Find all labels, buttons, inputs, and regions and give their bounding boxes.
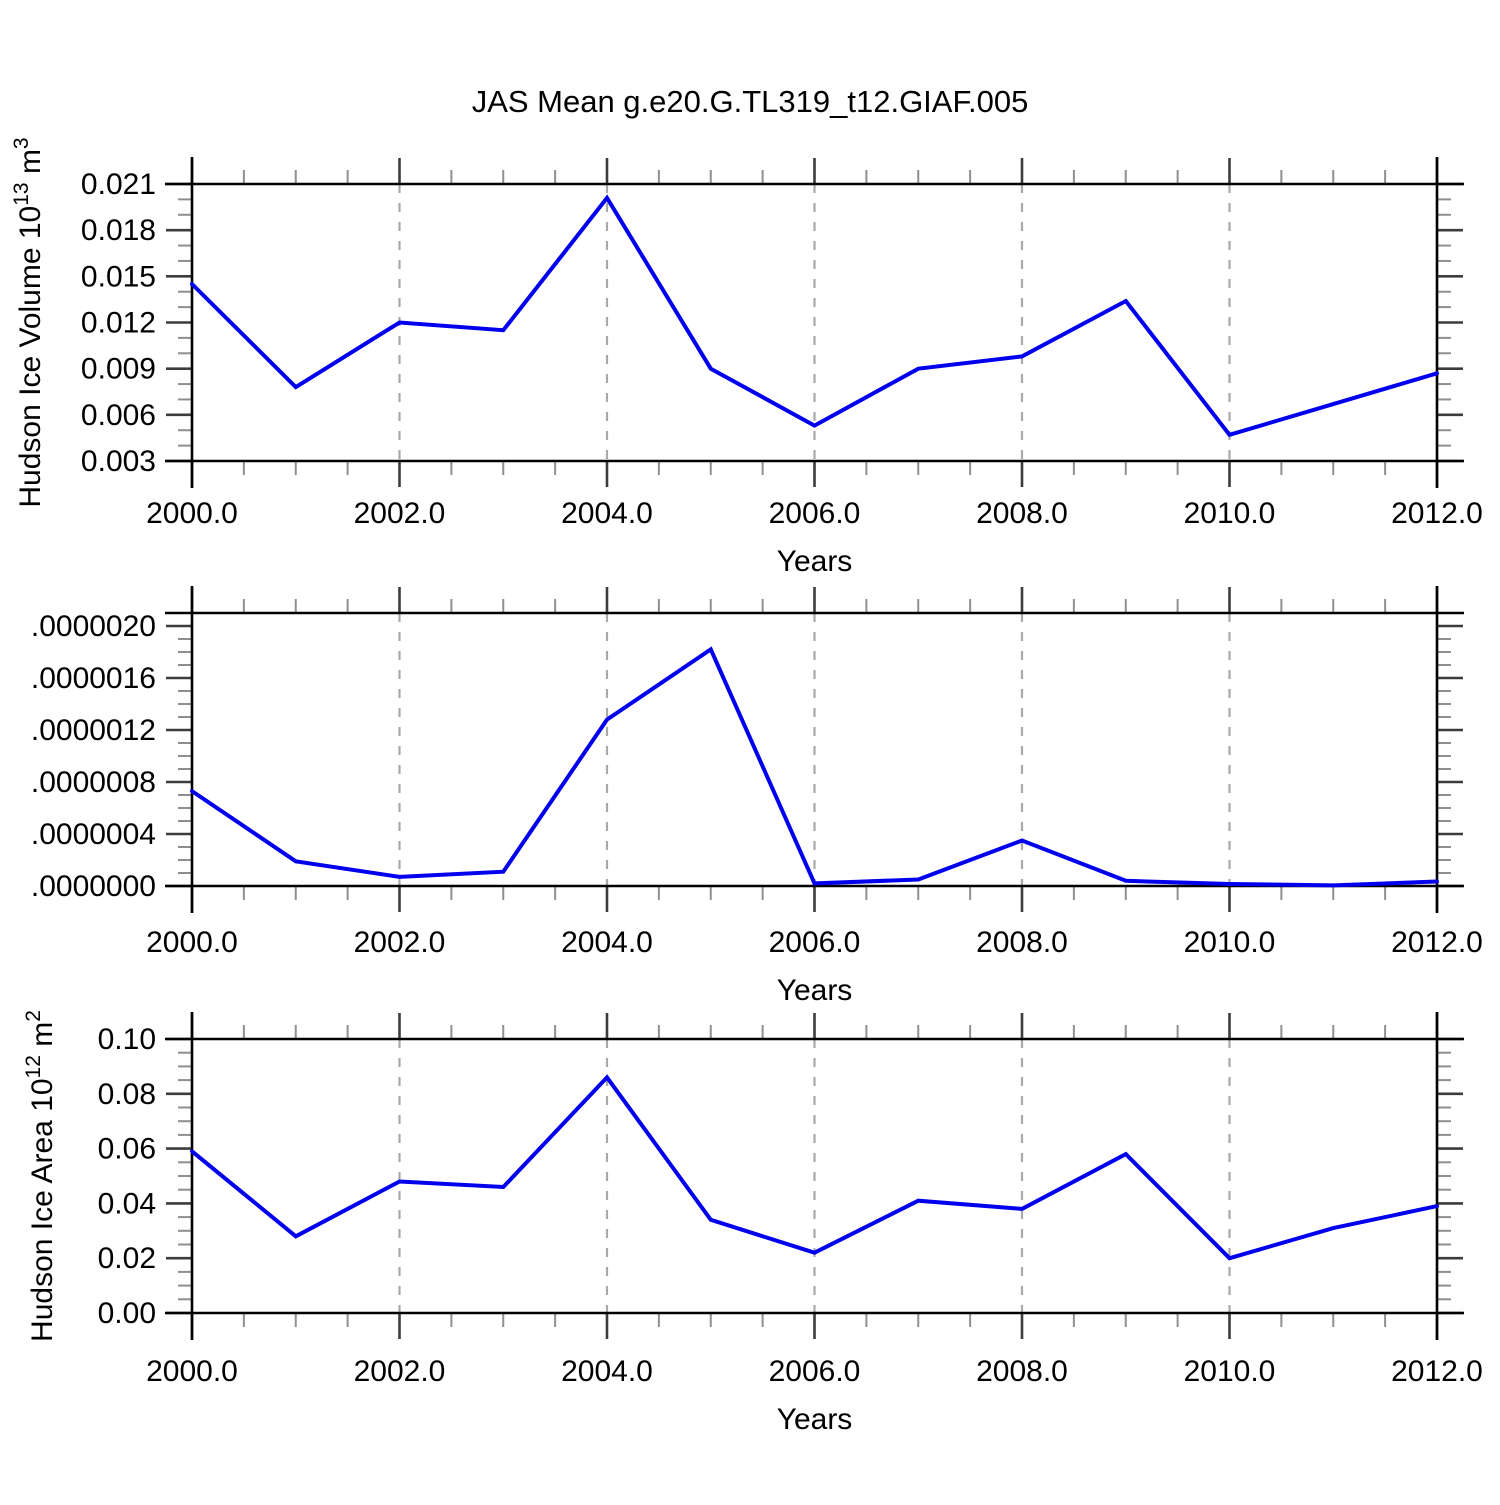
- y-tick-label: .0000008: [31, 766, 156, 799]
- x-axis-title: Years: [777, 974, 853, 1007]
- y-tick-label: 0.009: [81, 353, 156, 386]
- plot-frame: [165, 157, 1464, 488]
- y-axis-title: Hudson Ice Area 1012 m2: [22, 1010, 59, 1342]
- x-tick-labels: 2000.0 2002.0 2004.0 2006.0 2008.0 2010.0 2012…: [146, 1355, 1483, 1388]
- y-tick-label: 0.003: [81, 445, 156, 478]
- y-tick-labels: 0.003 0.006 0.009 0.012 0.015 0.018 0.021: [81, 168, 156, 478]
- y-tick-label: .0000004: [31, 818, 156, 851]
- y-tick-label: 0.018: [81, 214, 156, 247]
- y-tick-label: 0.10: [98, 1023, 156, 1056]
- x-tick-label: 2004.0: [561, 497, 653, 530]
- y-tick-label: .0000020: [31, 610, 156, 643]
- x-tick-label: 2012.0: [1391, 1355, 1483, 1388]
- panel-middle-series: .0000000 .0000004 .0000008 .0000012 .0000016…: [31, 586, 1483, 1007]
- x-tick-label: 2006.0: [769, 497, 861, 530]
- y-axis-title: Hudson Ice Volume 1013 m3: [10, 137, 47, 507]
- gridlines: [398, 613, 1231, 886]
- x-tick-label: 2000.0: [146, 497, 238, 530]
- y-tick-label: 0.04: [98, 1187, 156, 1220]
- y-tick-label: 0.006: [81, 399, 156, 432]
- x-tick-label: 2002.0: [354, 1355, 446, 1388]
- y-tick-label: .0000012: [31, 714, 156, 747]
- x-tick-label: 2004.0: [561, 1355, 653, 1388]
- y-tick-label: 0.012: [81, 307, 156, 340]
- y-tick-label: 0.08: [98, 1078, 156, 1111]
- x-tick-label: 2006.0: [769, 926, 861, 959]
- y-tick-label: .0000000: [31, 870, 156, 903]
- plot-frame: [165, 1012, 1464, 1340]
- plot-title: JAS Mean g.e20.G.TL319_t12.GIAF.005: [472, 84, 1029, 119]
- y-tick-labels: 0.00 0.02 0.04 0.06 0.08 0.10: [98, 1023, 156, 1330]
- x-tick-label: 2008.0: [976, 1355, 1068, 1388]
- x-axis-title: Years: [777, 545, 853, 578]
- x-tick-label: 2010.0: [1184, 497, 1276, 530]
- y-tick-label: 0.02: [98, 1242, 156, 1275]
- x-tick-label: 2008.0: [976, 497, 1068, 530]
- x-tick-label: 2000.0: [146, 1355, 238, 1388]
- series-line-middle-series: [190, 646, 1439, 888]
- x-tick-label: 2002.0: [354, 497, 446, 530]
- series-line-hudson-ice-volume: [190, 194, 1439, 438]
- y-tick-label: 0.00: [98, 1297, 156, 1330]
- y-tick-label: .0000016: [31, 662, 156, 695]
- minor-ticks: [178, 599, 1451, 900]
- x-tick-labels: 2000.0 2002.0 2004.0 2006.0 2008.0 2010.0 2012…: [146, 926, 1483, 959]
- series-line-hudson-ice-area: [190, 1074, 1439, 1261]
- x-tick-label: 2010.0: [1184, 1355, 1276, 1388]
- minor-ticks: [178, 1025, 1451, 1327]
- x-tick-label: 2006.0: [769, 1355, 861, 1388]
- gridlines: [398, 184, 1231, 461]
- x-tick-label: 2008.0: [976, 926, 1068, 959]
- x-tick-label: 2004.0: [561, 926, 653, 959]
- gridlines: [398, 1039, 1231, 1313]
- x-tick-label: 2010.0: [1184, 926, 1276, 959]
- y-tick-label: 0.021: [81, 168, 156, 201]
- x-tick-label: 2000.0: [146, 926, 238, 959]
- x-tick-labels: 2000.0 2002.0 2004.0 2006.0 2008.0 2010.0 2012…: [146, 497, 1483, 530]
- y-tick-label: 0.015: [81, 260, 156, 293]
- y-tick-labels: .0000000 .0000004 .0000008 .0000012 .0000016…: [31, 610, 156, 903]
- x-tick-label: 2012.0: [1391, 497, 1483, 530]
- x-tick-label: 2002.0: [354, 926, 446, 959]
- minor-ticks: [178, 170, 1451, 475]
- y-tick-label: 0.06: [98, 1133, 156, 1166]
- x-axis-title: Years: [777, 1403, 853, 1436]
- panel-hudson-ice-area: 0.00 0.02 0.04 0.06 0.08 0.10 2000.0 2002.0 2004…: [22, 1010, 1483, 1436]
- panel-hudson-ice-volume: 0.003 0.006 0.009 0.012 0.015 0.018 0.021 2000.…: [10, 137, 1483, 578]
- x-tick-label: 2012.0: [1391, 926, 1483, 959]
